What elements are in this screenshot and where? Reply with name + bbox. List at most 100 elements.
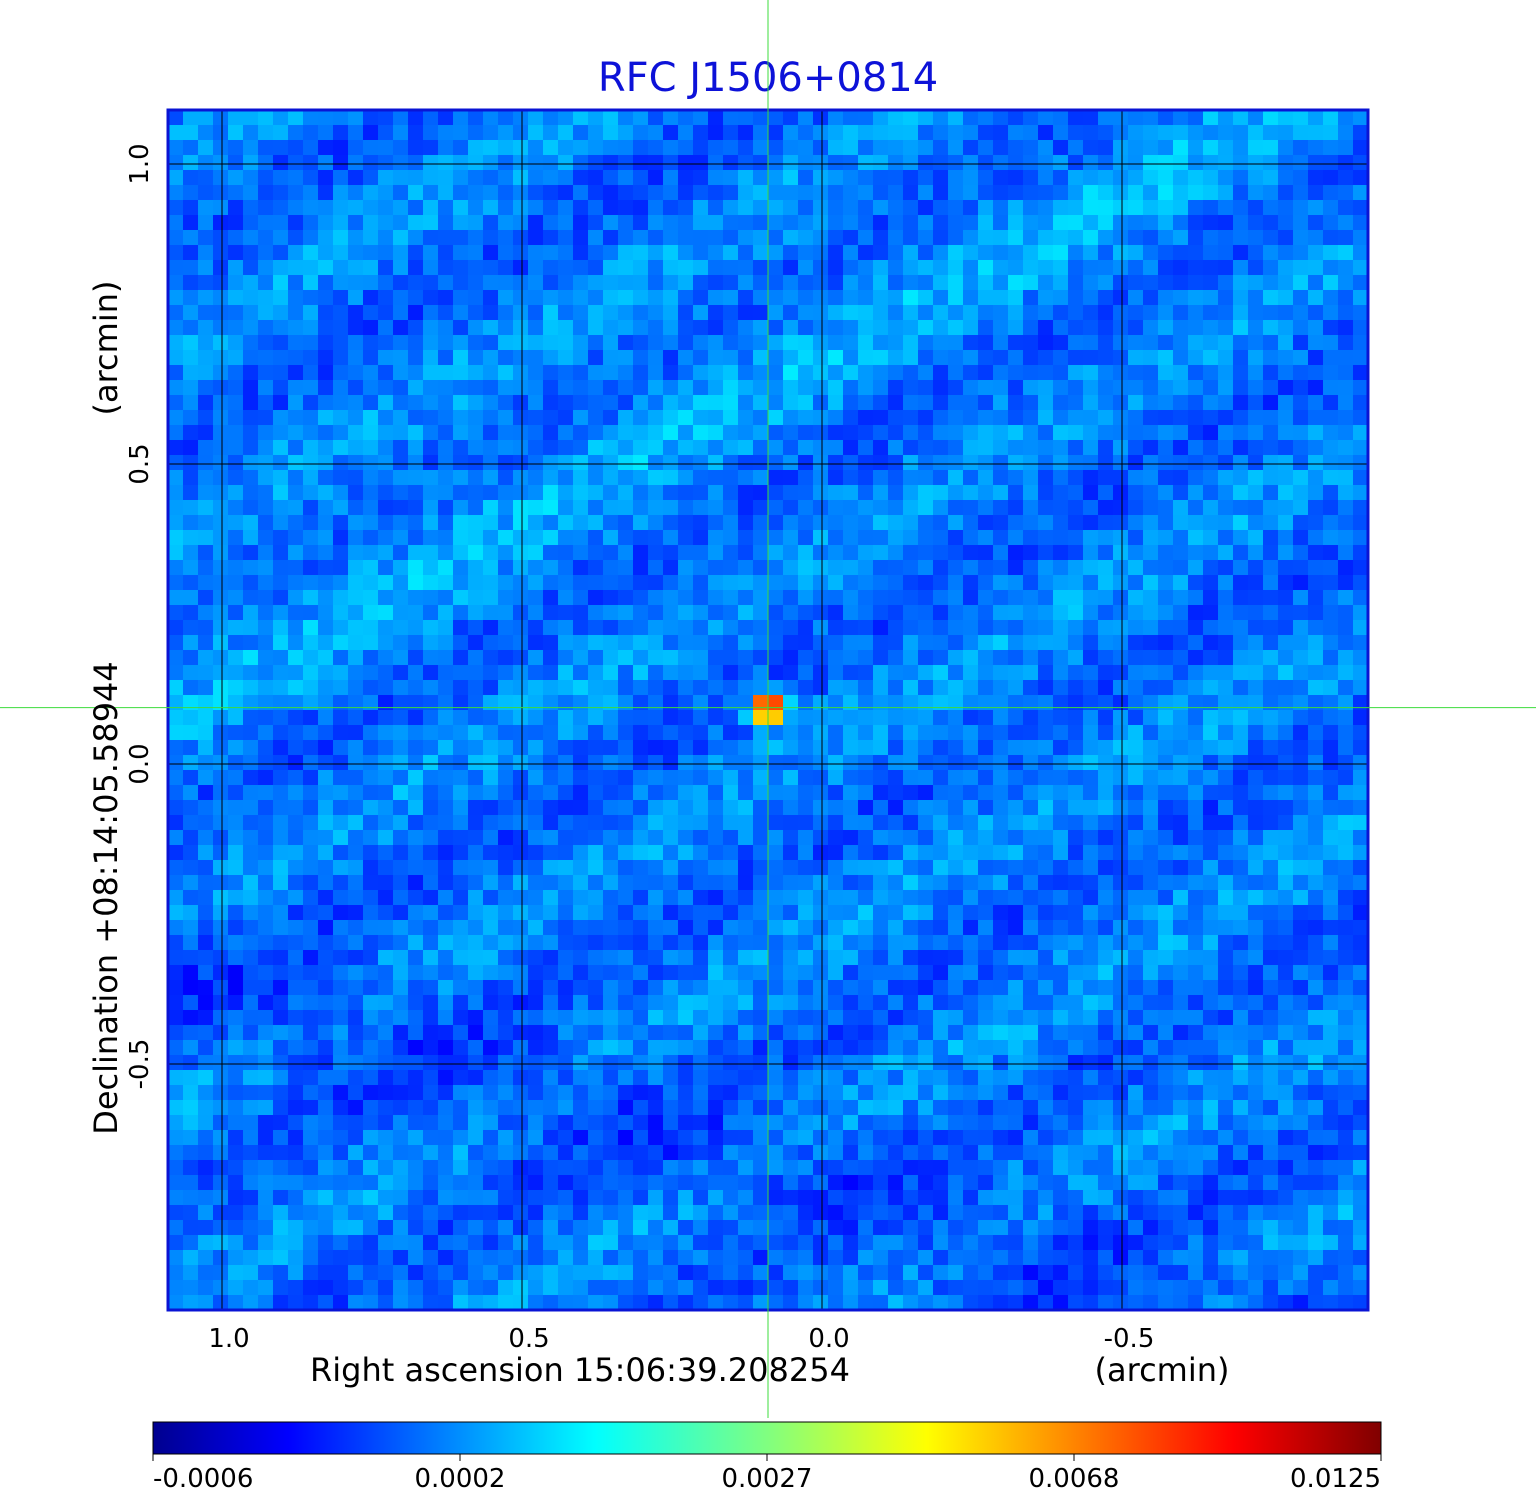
pixel <box>663 965 679 981</box>
pixel <box>693 680 709 696</box>
pixel <box>573 965 589 981</box>
pixel <box>963 755 979 771</box>
pixel <box>288 995 304 1011</box>
pixel <box>993 815 1009 831</box>
pixel <box>543 590 559 606</box>
pixel <box>678 800 694 816</box>
pixel <box>573 710 589 726</box>
pixel <box>168 335 184 351</box>
pixel <box>738 1250 754 1266</box>
pixel <box>528 485 544 501</box>
pixel <box>288 710 304 726</box>
pixel <box>843 680 859 696</box>
pixel <box>1068 170 1084 186</box>
pixel <box>813 605 829 621</box>
pixel <box>573 1235 589 1251</box>
pixel <box>978 365 994 381</box>
pixel <box>573 335 589 351</box>
pixel <box>408 740 424 756</box>
pixel <box>798 185 814 201</box>
pixel <box>228 515 244 531</box>
pixel <box>438 1025 454 1041</box>
pixel <box>243 410 259 426</box>
pixel <box>753 170 769 186</box>
pixel <box>1068 635 1084 651</box>
pixel <box>438 530 454 546</box>
pixel <box>378 1085 394 1101</box>
pixel <box>378 395 394 411</box>
pixel <box>198 980 214 996</box>
pixel <box>228 755 244 771</box>
pixel <box>918 950 934 966</box>
pixel <box>1083 575 1099 591</box>
pixel <box>543 335 559 351</box>
pixel <box>513 785 529 801</box>
pixel <box>918 1175 934 1191</box>
pixel <box>573 575 589 591</box>
pixel <box>168 1175 184 1191</box>
pixel <box>798 650 814 666</box>
pixel <box>813 635 829 651</box>
pixel <box>588 380 604 396</box>
pixel <box>288 500 304 516</box>
pixel <box>198 515 214 531</box>
pixel <box>543 1130 559 1146</box>
pixel <box>198 185 214 201</box>
pixel <box>573 230 589 246</box>
pixel <box>1083 1055 1099 1071</box>
pixel <box>423 245 439 261</box>
pixel <box>633 1145 649 1161</box>
pixel <box>1008 320 1024 336</box>
pixel <box>1038 515 1054 531</box>
pixel <box>678 425 694 441</box>
pixel <box>1098 215 1114 231</box>
pixel <box>1008 365 1024 381</box>
pixel <box>618 935 634 951</box>
pixel <box>213 1235 229 1251</box>
pixel <box>258 230 274 246</box>
pixel <box>783 290 799 306</box>
pixel <box>963 530 979 546</box>
pixel <box>1038 455 1054 471</box>
pixel <box>708 260 724 276</box>
pixel <box>753 815 769 831</box>
pixel <box>213 455 229 471</box>
pixel <box>528 350 544 366</box>
pixel <box>228 530 244 546</box>
pixel <box>603 965 619 981</box>
pixel <box>993 1280 1009 1296</box>
pixel <box>438 455 454 471</box>
pixel <box>258 515 274 531</box>
pixel <box>1098 575 1114 591</box>
pixel <box>288 605 304 621</box>
pixel <box>753 605 769 621</box>
pixel <box>1053 155 1069 171</box>
pixel <box>468 770 484 786</box>
pixel <box>663 710 679 726</box>
pixel <box>783 830 799 846</box>
pixel <box>483 785 499 801</box>
pixel <box>873 500 889 516</box>
pixel <box>408 1220 424 1236</box>
pixel <box>618 335 634 351</box>
pixel <box>1008 230 1024 246</box>
pixel <box>963 290 979 306</box>
pixel <box>1083 1280 1099 1296</box>
pixel <box>363 170 379 186</box>
pixel <box>453 1235 469 1251</box>
pixel <box>948 395 964 411</box>
pixel <box>318 635 334 651</box>
pixel <box>888 785 904 801</box>
pixel <box>1008 575 1024 591</box>
pixel <box>333 1295 349 1311</box>
pixel <box>198 1130 214 1146</box>
pixel <box>1098 170 1114 186</box>
pixel <box>588 1115 604 1131</box>
pixel <box>1023 815 1039 831</box>
pixel <box>873 155 889 171</box>
pixel <box>678 905 694 921</box>
pixel <box>513 410 529 426</box>
pixel <box>303 455 319 471</box>
pixel <box>693 905 709 921</box>
pixel <box>993 980 1009 996</box>
